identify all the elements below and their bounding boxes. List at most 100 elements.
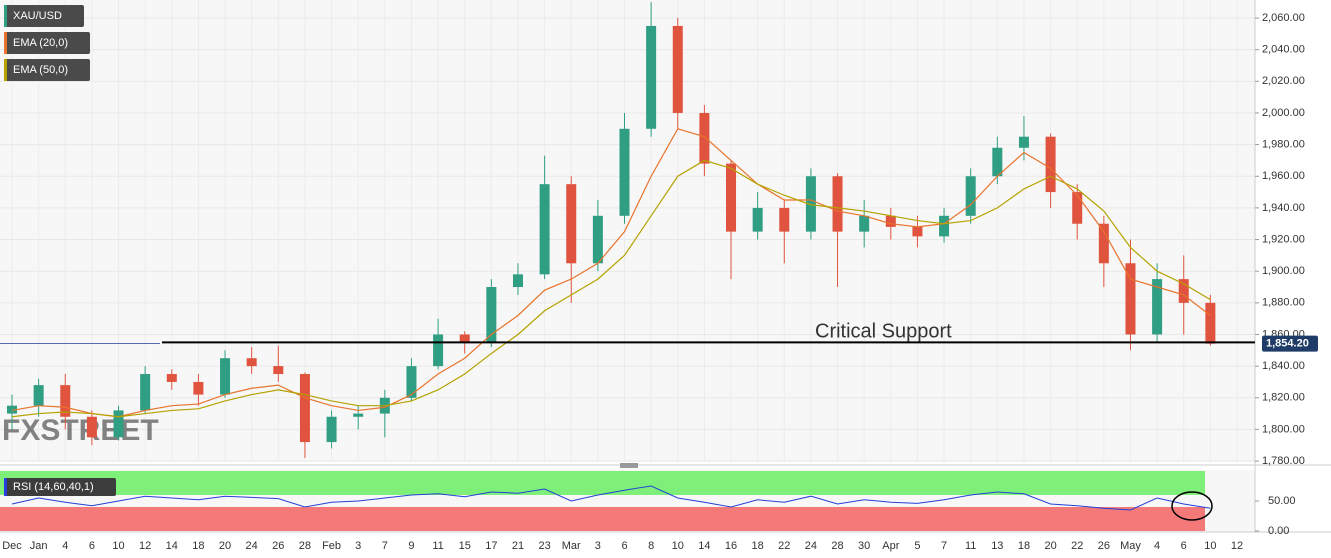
x-tick-label: 3 (595, 540, 601, 552)
x-tick-label: 22 (778, 540, 790, 552)
candle-body (1098, 223, 1109, 264)
x-tick-label: 8 (648, 540, 654, 552)
x-tick-label: 24 (246, 540, 258, 552)
x-tick-label: 24 (805, 540, 817, 552)
candle-body (539, 184, 550, 275)
legend-button[interactable] (4, 5, 84, 27)
plot-background (0, 0, 1255, 462)
rsi-line (11, 485, 1211, 511)
x-tick-label: 13 (991, 540, 1003, 552)
x-tick-label: 6 (89, 540, 95, 552)
y-tick-label: 2,060.00 (1262, 12, 1305, 24)
x-tick-label: 21 (512, 540, 524, 552)
x-tick-label: 9 (408, 540, 414, 552)
candle-body (939, 215, 950, 237)
candle-body (299, 374, 310, 443)
legend-label: RSI (14,60,40,1) (13, 481, 94, 493)
candle-body (512, 274, 523, 288)
y-tick-label: 1,920.00 (1262, 233, 1305, 245)
x-tick-label: 6 (621, 540, 627, 552)
last-price-box (1262, 335, 1318, 352)
candle-body (459, 334, 470, 343)
candle-body (1045, 136, 1056, 193)
x-tick-label: 15 (459, 540, 471, 552)
x-tick-label: 10 (1204, 540, 1216, 552)
candle-body (726, 163, 737, 232)
ema-line (11, 128, 1211, 418)
candle-body (326, 416, 337, 443)
x-tick-label: Feb (322, 540, 341, 552)
x-tick-label: 12 (139, 540, 151, 552)
x-tick-label: 10 (112, 540, 124, 552)
candle-body (1152, 279, 1163, 335)
y-tick-label: 1,840.00 (1262, 360, 1305, 372)
candle-body (805, 176, 816, 232)
legend-label: XAU/USD (13, 10, 62, 22)
rsi-upper-band (0, 471, 1205, 495)
y-tick-label: 1,900.00 (1262, 265, 1305, 277)
x-tick-label: 18 (752, 540, 764, 552)
legend-button[interactable] (4, 32, 90, 54)
candle-body (406, 366, 417, 398)
candle-body (965, 176, 976, 216)
x-tick-label: 7 (382, 540, 388, 552)
ema-line (11, 159, 1211, 418)
x-tick-label: 26 (272, 540, 284, 552)
x-tick-label: Jan (30, 540, 48, 552)
x-tick-label: 28 (831, 540, 843, 552)
legend-button[interactable] (4, 478, 116, 496)
y-tick-label: 1,800.00 (1262, 423, 1305, 435)
y-tick-label: 1,940.00 (1262, 202, 1305, 214)
candle-body (113, 410, 124, 438)
candle-body (912, 226, 923, 237)
candle-body (273, 366, 284, 375)
y-tick-label: 0.00 (1268, 525, 1289, 537)
candle-body (1125, 263, 1136, 335)
x-tick-label: Apr (882, 540, 899, 552)
x-tick-label: Mar (562, 540, 581, 552)
x-tick-label: Dec (2, 540, 22, 552)
highlight-circle (1171, 491, 1213, 521)
candle-body (1072, 192, 1083, 224)
candle-body (672, 25, 683, 113)
x-tick-label: 7 (941, 540, 947, 552)
candle-body (60, 385, 71, 417)
y-tick-label: 1,960.00 (1262, 170, 1305, 182)
legend-swatch (4, 59, 7, 81)
y-tick-label: 1,780.00 (1262, 455, 1305, 467)
candle-body (752, 207, 763, 232)
candle-body (33, 385, 44, 406)
x-tick-label: 30 (858, 540, 870, 552)
candle-body (1178, 279, 1189, 303)
candle-body (859, 215, 870, 232)
legend-label: EMA (20,0) (13, 37, 68, 49)
candle-body (486, 287, 497, 343)
x-tick-label: 28 (299, 540, 311, 552)
x-tick-label: 4 (62, 540, 68, 552)
y-tick-label: 2,000.00 (1262, 107, 1305, 119)
x-tick-label: 20 (1044, 540, 1056, 552)
candle-body (1018, 136, 1029, 148)
resize-handle[interactable] (620, 463, 638, 468)
candle-body (699, 112, 710, 164)
candle-body (220, 358, 231, 395)
candle-body (592, 215, 603, 264)
legend-swatch (4, 32, 7, 54)
legend-swatch (4, 478, 7, 496)
x-tick-label: 12 (1231, 540, 1243, 552)
x-tick-label: 26 (1098, 540, 1110, 552)
watermark: FXSTREET (2, 414, 159, 447)
x-tick-label: 3 (355, 540, 361, 552)
x-tick-label: 11 (965, 540, 976, 552)
x-tick-label: 6 (1181, 540, 1187, 552)
legend-label: EMA (50,0) (13, 64, 68, 76)
x-tick-label: 4 (1154, 540, 1160, 552)
candle-body (7, 405, 17, 414)
candle-body (646, 25, 657, 129)
rsi-lower-band (0, 507, 1205, 531)
candle-body (566, 184, 577, 264)
legend-button[interactable] (4, 59, 90, 81)
candle-body (779, 207, 790, 232)
x-tick-label: 17 (485, 540, 497, 552)
x-tick-label: May (1120, 540, 1141, 552)
